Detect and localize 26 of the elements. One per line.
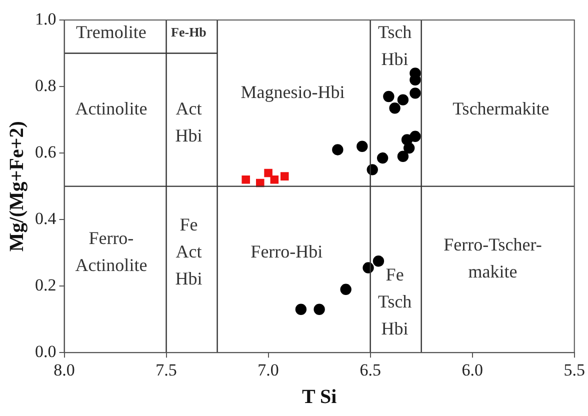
annotation: Fe Act Hbi <box>175 214 202 289</box>
x-axis-title: T Si <box>302 386 338 408</box>
y-tick-label: 0.6 <box>35 142 56 162</box>
annotation: Ferro-Hbi <box>250 242 323 262</box>
annotation: Ferro- Actinolite <box>75 228 148 276</box>
y-tick-label: 0.0 <box>35 342 56 362</box>
annotation: Tschermakite <box>452 98 550 119</box>
annotation: Actinolite <box>75 98 148 119</box>
annotation: Tsch Hbi <box>378 22 412 69</box>
y-axis-title: Mg/(Mg+Fe+2) <box>6 121 28 252</box>
x-tick-label: 8.0 <box>54 360 75 380</box>
annotation: Fe Tsch Hbi <box>378 264 412 338</box>
annotation: Tremolite <box>76 22 146 42</box>
annotation: Act Hbi <box>175 98 202 146</box>
y-tick-label: 1.0 <box>35 9 56 28</box>
y-tick-label: 0.2 <box>35 276 56 295</box>
annotation: Magnesio-Hbi <box>240 82 345 102</box>
x-tick-label: 7.5 <box>156 360 177 380</box>
annotation: Fe-Hb <box>171 24 206 40</box>
y-tick-label: 0.8 <box>35 76 56 95</box>
y-tick-label: 0.4 <box>35 209 57 228</box>
x-tick-label: 6.0 <box>462 360 483 380</box>
annotation: Ferro-Tscher- makite <box>444 234 542 282</box>
x-tick-label: 6.5 <box>360 360 381 380</box>
x-tick-label: 5.5 <box>564 360 585 380</box>
x-tick-label: 7.0 <box>258 360 279 380</box>
